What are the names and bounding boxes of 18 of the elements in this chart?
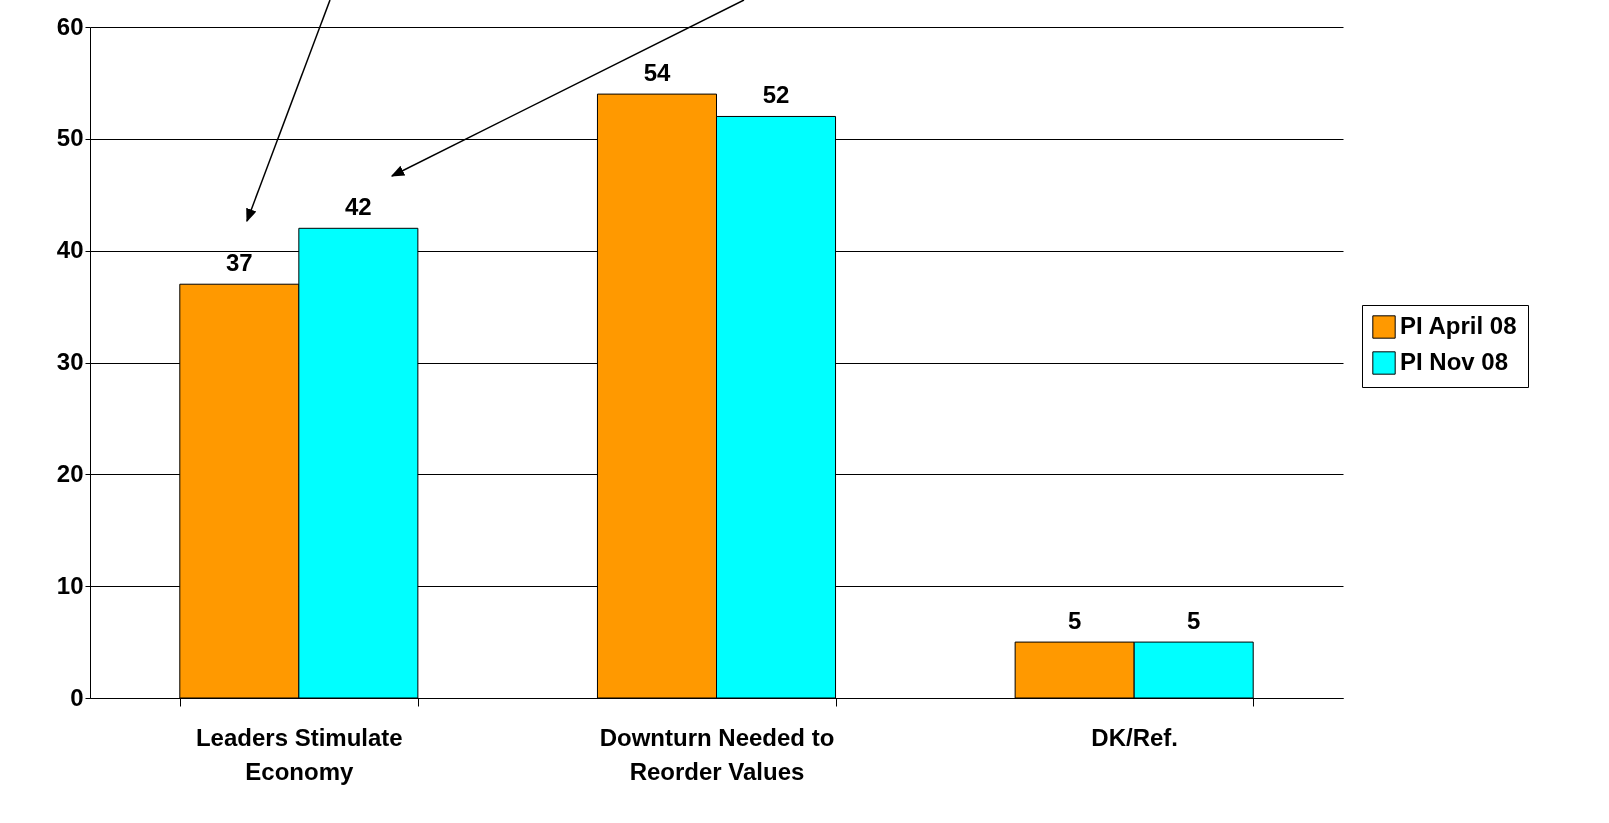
x-tick-label: Leaders Stimulate Economy [195, 723, 403, 785]
y-tick-label: 10 [56, 571, 84, 599]
y-tick-label: 0 [70, 683, 84, 711]
legend-label: PI Nov 08 [1400, 348, 1509, 375]
x-tick-label: Downturn Needed to Reorder Values [599, 723, 835, 785]
data-label: 5 [1067, 607, 1082, 635]
y-tick-label: 50 [56, 124, 84, 152]
data-label: 5 [1187, 607, 1201, 635]
data-label: 37 [225, 249, 253, 277]
y-tick-label: 20 [56, 459, 84, 487]
data-label: 42 [345, 193, 372, 221]
data-label: 52 [762, 81, 790, 109]
y-tick-label: 60 [56, 12, 84, 40]
y-tick-label: 30 [56, 348, 84, 375]
x-tick-label: DK/Ref. [1091, 723, 1178, 751]
legend-label: PI April 08 [1400, 312, 1517, 339]
data-label: 54 [643, 59, 671, 87]
y-tick-label: 40 [56, 236, 84, 264]
